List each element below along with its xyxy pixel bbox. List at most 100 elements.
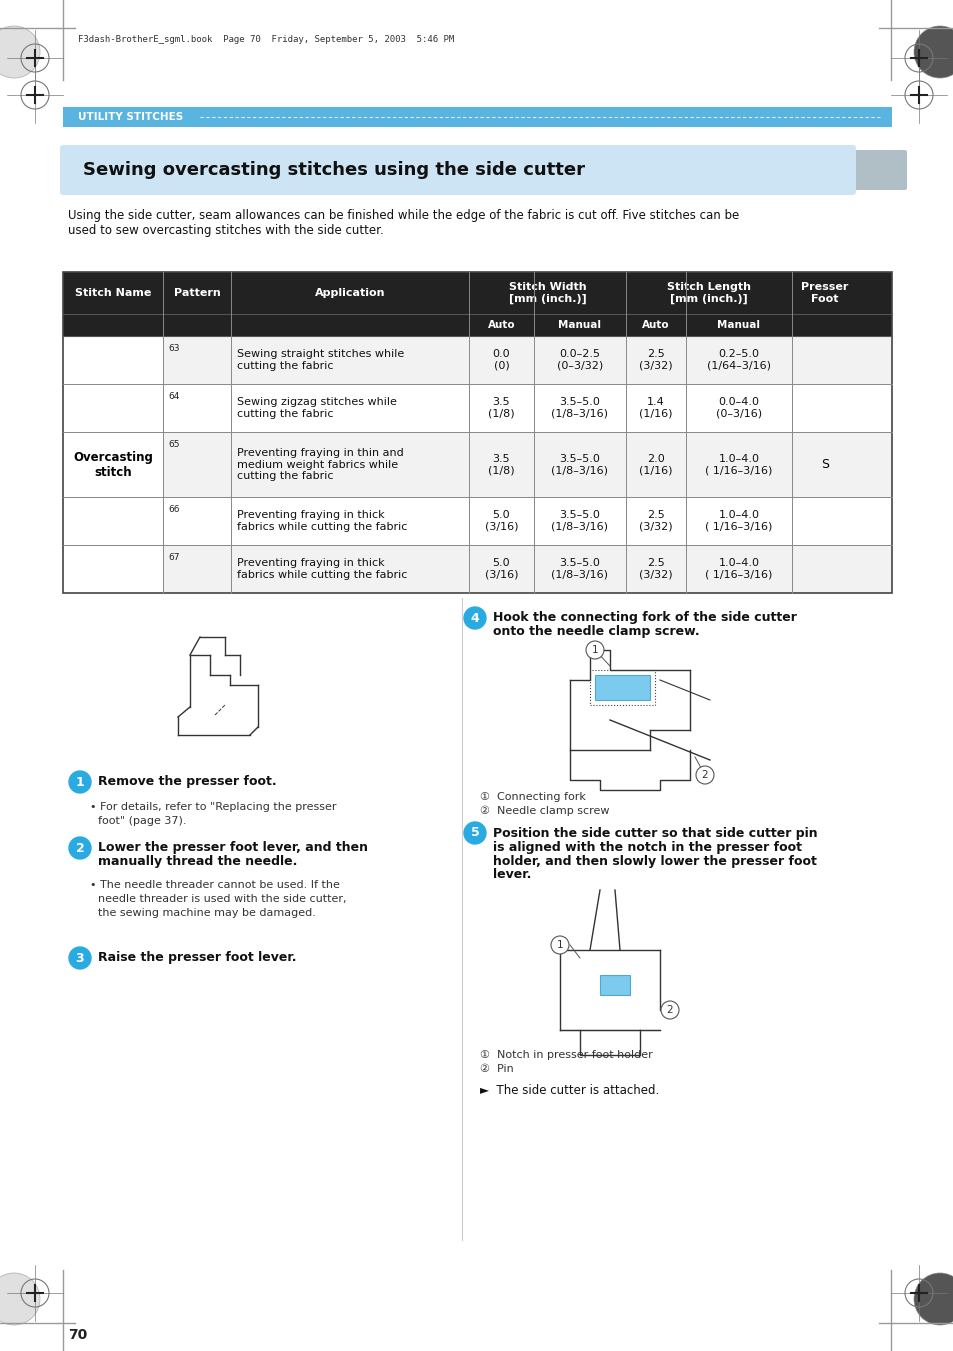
Text: 1: 1: [591, 644, 598, 655]
Text: 2.5
(3/32): 2.5 (3/32): [639, 349, 672, 370]
Circle shape: [913, 1273, 953, 1325]
Text: Sewing straight stitches while
cutting the fabric: Sewing straight stitches while cutting t…: [236, 349, 404, 370]
Circle shape: [69, 838, 91, 859]
Circle shape: [551, 936, 568, 954]
Text: foot" (page 37).: foot" (page 37).: [98, 816, 186, 825]
Text: ②  Needle clamp screw: ② Needle clamp screw: [479, 805, 609, 816]
Text: Preventing fraying in thick
fabrics while cutting the fabric: Preventing fraying in thick fabrics whil…: [236, 511, 407, 532]
Bar: [63, 313, 891, 336]
Text: 3: 3: [75, 951, 84, 965]
Text: Position the side cutter so that side cutter pin: Position the side cutter so that side cu…: [493, 827, 817, 839]
Text: Auto: Auto: [487, 320, 515, 330]
FancyBboxPatch shape: [845, 150, 906, 190]
Text: 0.2–5.0
(1/64–3/16): 0.2–5.0 (1/64–3/16): [706, 349, 770, 370]
Text: ①  Notch in presser foot holder: ① Notch in presser foot holder: [479, 1050, 652, 1061]
Text: 0.0–2.5
(0–3/32): 0.0–2.5 (0–3/32): [557, 349, 602, 370]
Bar: [163, 497, 891, 544]
Bar: [589, 670, 655, 705]
FancyBboxPatch shape: [60, 145, 855, 195]
Text: Presser
Foot: Presser Foot: [801, 282, 848, 304]
Text: Preventing fraying in thick
fabrics while cutting the fabric: Preventing fraying in thick fabrics whil…: [236, 558, 407, 580]
Bar: [63, 272, 891, 593]
Text: Pattern: Pattern: [173, 288, 220, 299]
Text: the sewing machine may be damaged.: the sewing machine may be damaged.: [98, 908, 315, 917]
Text: used to sew overcasting stitches with the side cutter.: used to sew overcasting stitches with th…: [68, 224, 383, 236]
Text: 2.5
(3/32): 2.5 (3/32): [639, 511, 672, 532]
Text: 5: 5: [470, 827, 478, 839]
Bar: [163, 432, 891, 497]
Text: 1.0–4.0
( 1/16–3/16): 1.0–4.0 ( 1/16–3/16): [704, 511, 772, 532]
Text: 2.0
(1/16): 2.0 (1/16): [639, 454, 672, 476]
Text: Lower the presser foot lever, and then: Lower the presser foot lever, and then: [98, 842, 368, 854]
Text: • The needle threader cannot be used. If the: • The needle threader cannot be used. If…: [90, 880, 339, 890]
Text: 2.5
(3/32): 2.5 (3/32): [639, 558, 672, 580]
Text: ②  Pin: ② Pin: [479, 1065, 514, 1074]
Text: manually thread the needle.: manually thread the needle.: [98, 855, 297, 869]
Text: 3.5–5.0
(1/8–3/16): 3.5–5.0 (1/8–3/16): [551, 454, 608, 476]
Bar: [595, 676, 649, 700]
Text: 3.5–5.0
(1/8–3/16): 3.5–5.0 (1/8–3/16): [551, 558, 608, 580]
Text: 64: 64: [168, 392, 179, 401]
Text: 1: 1: [557, 940, 562, 950]
Circle shape: [696, 766, 713, 784]
Text: 70: 70: [68, 1328, 87, 1342]
Text: Application: Application: [314, 288, 385, 299]
Text: Remove the presser foot.: Remove the presser foot.: [98, 775, 276, 789]
Circle shape: [0, 1273, 40, 1325]
Circle shape: [463, 821, 485, 844]
Text: 67: 67: [168, 553, 179, 562]
Text: UTILITY STITCHES: UTILITY STITCHES: [78, 112, 183, 122]
Text: 2: 2: [75, 842, 84, 854]
Text: is aligned with the notch in the presser foot: is aligned with the notch in the presser…: [493, 840, 801, 854]
Text: 4: 4: [470, 612, 478, 624]
Text: Hook the connecting fork of the side cutter: Hook the connecting fork of the side cut…: [493, 612, 796, 624]
Text: holder, and then slowly lower the presser foot: holder, and then slowly lower the presse…: [493, 854, 816, 867]
Text: Manual: Manual: [558, 320, 601, 330]
Text: Stitch Length
[mm (inch.)]: Stitch Length [mm (inch.)]: [666, 282, 750, 304]
Text: Overcasting
stitch: Overcasting stitch: [73, 450, 152, 478]
Text: Stitch Width
[mm (inch.)]: Stitch Width [mm (inch.)]: [508, 282, 586, 304]
Text: S: S: [821, 458, 828, 471]
Text: 0.0–4.0
(0–3/16): 0.0–4.0 (0–3/16): [715, 397, 761, 419]
Text: 3.5
(1/8): 3.5 (1/8): [488, 454, 515, 476]
Text: 3.5
(1/8): 3.5 (1/8): [488, 397, 515, 419]
Text: needle threader is used with the side cutter,: needle threader is used with the side cu…: [98, 894, 346, 904]
Text: 3.5–5.0
(1/8–3/16): 3.5–5.0 (1/8–3/16): [551, 511, 608, 532]
Circle shape: [913, 26, 953, 78]
Text: ①  Connecting fork: ① Connecting fork: [479, 792, 585, 802]
Text: 5.0
(3/16): 5.0 (3/16): [484, 511, 517, 532]
Text: 1.4
(1/16): 1.4 (1/16): [639, 397, 672, 419]
Text: 66: 66: [168, 505, 179, 513]
Text: 0.0
(0): 0.0 (0): [492, 349, 510, 370]
Text: 1: 1: [75, 775, 84, 789]
Text: Using the side cutter, seam allowances can be finished while the edge of the fab: Using the side cutter, seam allowances c…: [68, 209, 739, 222]
Circle shape: [660, 1001, 679, 1019]
Text: lever.: lever.: [493, 869, 531, 881]
Text: • For details, refer to "Replacing the presser: • For details, refer to "Replacing the p…: [90, 802, 336, 812]
Text: 2: 2: [701, 770, 707, 780]
Circle shape: [0, 26, 40, 78]
Bar: [163, 544, 891, 593]
Bar: [63, 272, 891, 313]
Text: 3.5–5.0
(1/8–3/16): 3.5–5.0 (1/8–3/16): [551, 397, 608, 419]
Text: Auto: Auto: [641, 320, 669, 330]
Circle shape: [69, 947, 91, 969]
Text: 2: 2: [666, 1005, 673, 1015]
Text: 5.0
(3/16): 5.0 (3/16): [484, 558, 517, 580]
Text: Raise the presser foot lever.: Raise the presser foot lever.: [98, 951, 296, 965]
Bar: [63, 107, 891, 127]
Bar: [599, 975, 629, 994]
Text: Sewing zigzag stitches while
cutting the fabric: Sewing zigzag stitches while cutting the…: [236, 397, 396, 419]
Text: Preventing fraying in thin and
medium weight fabrics while
cutting the fabric: Preventing fraying in thin and medium we…: [236, 449, 403, 481]
Bar: [163, 336, 891, 384]
Text: 1.0–4.0
( 1/16–3/16): 1.0–4.0 ( 1/16–3/16): [704, 454, 772, 476]
Text: 1.0–4.0
( 1/16–3/16): 1.0–4.0 ( 1/16–3/16): [704, 558, 772, 580]
Text: F3dash-BrotherE_sgml.book  Page 70  Friday, September 5, 2003  5:46 PM: F3dash-BrotherE_sgml.book Page 70 Friday…: [78, 35, 454, 45]
Circle shape: [463, 607, 485, 630]
Circle shape: [69, 771, 91, 793]
Bar: [163, 384, 891, 432]
Text: onto the needle clamp screw.: onto the needle clamp screw.: [493, 626, 699, 639]
Text: Sewing overcasting stitches using the side cutter: Sewing overcasting stitches using the si…: [83, 161, 584, 178]
Circle shape: [585, 640, 603, 659]
Text: ►  The side cutter is attached.: ► The side cutter is attached.: [479, 1084, 659, 1097]
